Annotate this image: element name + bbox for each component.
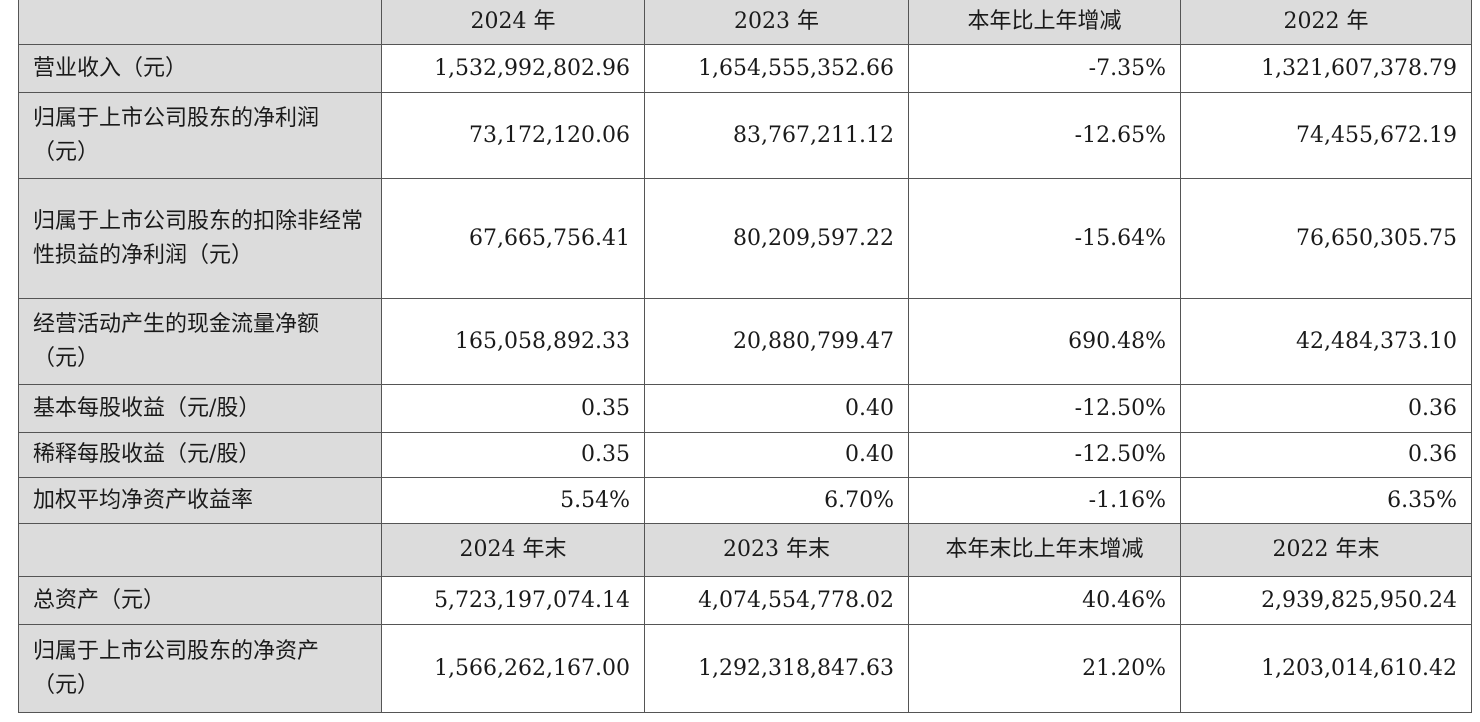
value-cell: -15.64% [908,178,1181,299]
column-header: 本年比上年增减 [908,0,1181,45]
value-cell: 42,484,373.10 [1180,298,1472,385]
value-cell: 67,665,756.41 [381,178,645,299]
row-label: 基本每股收益（元/股） [18,384,382,433]
value-cell: 1,203,014,610.42 [1180,624,1472,713]
value-cell: 73,172,120.06 [381,92,645,179]
row-label: 加权平均净资产收益率 [18,477,382,524]
column-header: 2022 年 [1180,0,1472,45]
value-cell: 40.46% [908,576,1181,625]
value-cell: -12.50% [908,384,1181,433]
value-cell: 1,321,607,378.79 [1180,44,1472,93]
value-cell: 0.35 [381,432,645,478]
value-cell: 6.70% [644,477,909,524]
value-cell: 21.20% [908,624,1181,713]
row-label: 经营活动产生的现金流量净额（元） [18,298,382,385]
column-header [18,523,382,577]
value-cell: 690.48% [908,298,1181,385]
table-row: 归属于上市公司股东的净资产（元） 1,566,262,167.00 1,292,31… [18,624,1472,713]
value-cell: 74,455,672.19 [1180,92,1472,179]
value-cell: -1.16% [908,477,1181,524]
table-row: 经营活动产生的现金流量净额（元） 165,058,892.33 20,880,799… [18,298,1472,385]
value-cell: 1,566,262,167.00 [381,624,645,713]
row-label: 归属于上市公司股东的净资产（元） [18,624,382,713]
value-cell: 1,654,555,352.66 [644,44,909,93]
column-header: 2024 年末 [381,523,645,577]
value-cell: 1,292,318,847.63 [644,624,909,713]
value-cell: 2,939,825,950.24 [1180,576,1472,625]
table-row: 归属于上市公司股东的净利润（元） 73,172,120.06 83,767,211.… [18,92,1472,179]
row-label: 归属于上市公司股东的扣除非经常性损益的净利润（元） [18,178,382,299]
value-cell: 76,650,305.75 [1180,178,1472,299]
table-row: 稀释每股收益（元/股） 0.35 0.40 -12.50% 0.36 [18,432,1472,478]
column-header: 2024 年 [381,0,645,45]
value-cell: 80,209,597.22 [644,178,909,299]
value-cell: 0.36 [1180,432,1472,478]
row-label: 总资产（元） [18,576,382,625]
value-cell: 6.35% [1180,477,1472,524]
value-cell: 0.35 [381,384,645,433]
value-cell: -7.35% [908,44,1181,93]
row-label: 归属于上市公司股东的净利润（元） [18,92,382,179]
value-cell: 1,532,992,802.96 [381,44,645,93]
table-row: 归属于上市公司股东的扣除非经常性损益的净利润（元） 67,665,756.41 80… [18,178,1472,299]
header-row: 2024 年 2023 年本年比上年增减 2022 年 [18,0,1472,45]
column-header: 2022 年末 [1180,523,1472,577]
value-cell: 20,880,799.47 [644,298,909,385]
table-row: 加权平均净资产收益率 5.54% 6.70% -1.16% 6.35% [18,477,1472,524]
financial-summary-table: 2024 年 2023 年本年比上年增减 2022 年营业收入（元） 1,532,99… [18,0,1472,713]
table-row: 总资产（元） 5,723,197,074.14 4,074,554,778.02 40… [18,576,1472,625]
row-label: 营业收入（元） [18,44,382,93]
header-row: 2024 年末 2023 年末 本年末比上年末增减 2022 年末 [18,523,1472,577]
column-header [18,0,382,45]
value-cell: 0.40 [644,432,909,478]
value-cell: 83,767,211.12 [644,92,909,179]
table-row: 营业收入（元） 1,532,992,802.96 1,654,555,352.66-… [18,44,1472,93]
value-cell: -12.65% [908,92,1181,179]
column-header: 2023 年 [644,0,909,45]
value-cell: 5,723,197,074.14 [381,576,645,625]
table-row: 基本每股收益（元/股） 0.35 0.40 -12.50% 0.36 [18,384,1472,433]
value-cell: 0.36 [1180,384,1472,433]
value-cell: 4,074,554,778.02 [644,576,909,625]
value-cell: 5.54% [381,477,645,524]
column-header: 2023 年末 [644,523,909,577]
column-header: 本年末比上年末增减 [908,523,1181,577]
row-label: 稀释每股收益（元/股） [18,432,382,478]
value-cell: 0.40 [644,384,909,433]
value-cell: 165,058,892.33 [381,298,645,385]
value-cell: -12.50% [908,432,1181,478]
